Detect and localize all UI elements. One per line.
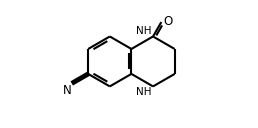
Text: N: N bbox=[63, 84, 71, 97]
Text: NH: NH bbox=[136, 87, 151, 97]
Text: NH: NH bbox=[136, 26, 151, 36]
Text: O: O bbox=[163, 15, 172, 28]
